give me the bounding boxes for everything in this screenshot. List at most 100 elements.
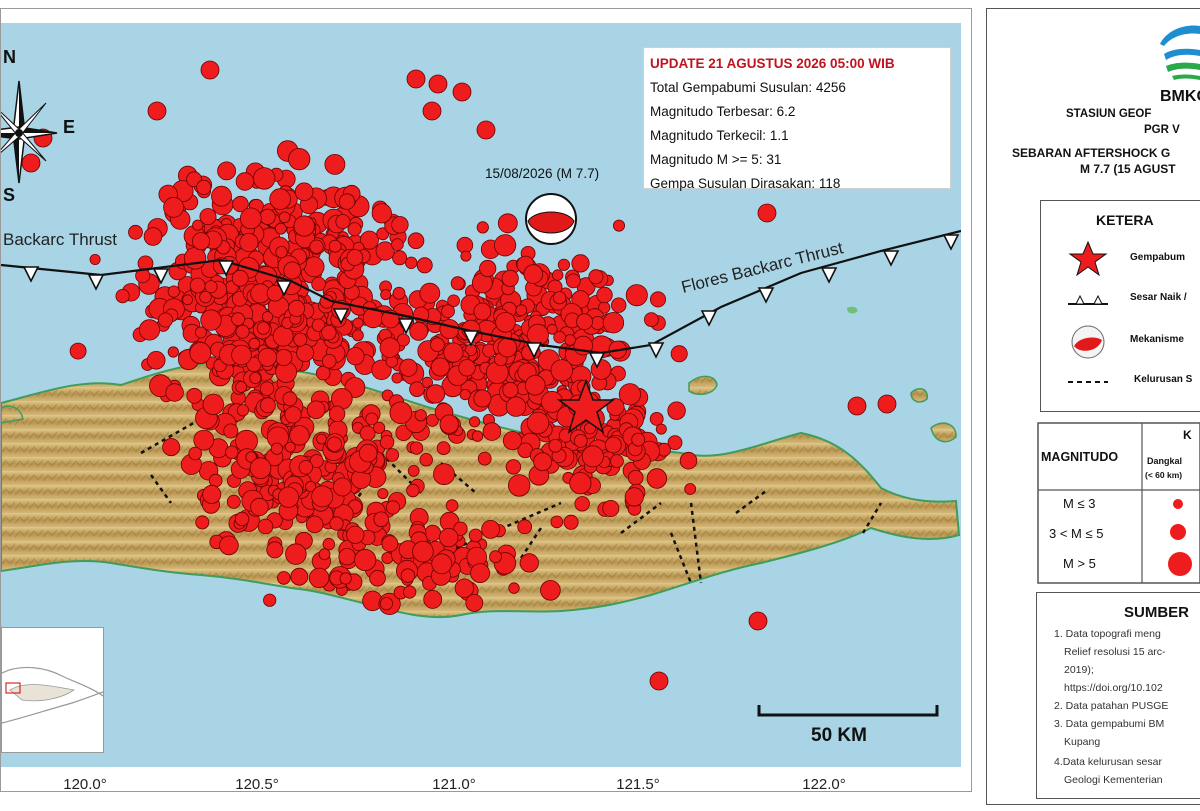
aftershock-dot (610, 454, 624, 469)
aftershock-dot (369, 569, 386, 587)
aftershock-dot (625, 284, 648, 307)
aftershock-dot (235, 172, 255, 191)
aftershock-dot (548, 438, 563, 453)
aftershock-dot (283, 261, 302, 280)
aftershock-dot (183, 247, 207, 270)
aftershock-dot (253, 167, 276, 190)
aftershock-dot (305, 480, 317, 492)
mag-row-3: M > 5 (1063, 556, 1096, 571)
aftershock-dot (372, 421, 386, 434)
scale-bar (757, 705, 939, 717)
aftershock-dot (311, 485, 334, 508)
fault-tooth (275, 280, 293, 297)
aftershock-dot (627, 469, 644, 486)
aftershock-dot (400, 568, 416, 583)
aftershock-dot (311, 318, 326, 332)
aftershock-dot (877, 394, 897, 414)
fault-tooth (332, 308, 350, 325)
aftershock-dot (590, 315, 605, 330)
aftershock-dot (182, 294, 194, 306)
aftershock-dot (321, 353, 337, 369)
aftershock-dot (284, 406, 302, 424)
aftershock-dot (550, 515, 564, 529)
aftershock-dot (670, 345, 688, 363)
aftershock-dot (231, 344, 252, 366)
epicenter-star (556, 378, 616, 434)
focal-mechanism-beachball[interactable] (525, 193, 577, 245)
magnitude-table: MAGNITUDO K Dangkal (< 60 km) M ≤ 3 3 < … (1037, 422, 1200, 584)
aftershock-dot (563, 514, 579, 530)
aftershock-dot (167, 346, 179, 358)
aftershock-dot (315, 365, 331, 381)
aftershock-dot (193, 429, 215, 451)
aftershock-dot (495, 311, 516, 333)
sumber-title: SUMBER (1124, 604, 1190, 621)
fault-tooth (757, 287, 775, 304)
aftershock-dot (468, 528, 483, 543)
aftershock-dot (571, 254, 590, 273)
aftershock-dot (655, 423, 667, 435)
aftershock-dot (195, 515, 210, 530)
aftershock-dot (278, 211, 291, 224)
aftershock-dot (473, 389, 492, 408)
aftershock-dot (565, 273, 581, 289)
sumber-line-7: Kupang (1064, 736, 1101, 748)
aftershock-dot (69, 342, 87, 360)
aftershock-dot (293, 332, 308, 347)
aftershock-dot (196, 179, 212, 195)
aftershock-dot (412, 540, 434, 563)
aftershock-dot (346, 249, 364, 266)
sumber-line-3: 2019); (1064, 664, 1094, 676)
fault-tooth (87, 274, 105, 291)
aftershock-dot (489, 550, 502, 564)
aftershock-dot (339, 572, 352, 585)
update-title: UPDATE 21 AGUSTUS 2026 05:00 WIB (650, 56, 895, 71)
aftershock-dot (439, 414, 459, 434)
aftershock-dot (250, 497, 269, 517)
aftershock-dot (419, 282, 441, 304)
aftershock-dot (288, 148, 311, 171)
sumber-line-8: 4.Data kelurusan sesar (1054, 756, 1162, 768)
aftershock-dot (493, 234, 517, 257)
aftershock-dot (406, 483, 420, 498)
aftershock-dot (550, 359, 574, 382)
fault-tooth (217, 260, 235, 277)
thrust-fault-icon (1068, 294, 1108, 305)
aftershock-dot (407, 464, 420, 477)
aftershock-dot (200, 60, 220, 80)
legend-station-line1: STASIUN GEOF (1066, 108, 1152, 120)
aftershock-dot (470, 563, 491, 583)
aftershock-dot (316, 433, 327, 445)
aftershock-dot (649, 671, 669, 691)
aftershock-dot (202, 484, 222, 504)
aftershock-dot (282, 391, 298, 407)
aftershock-dot (235, 381, 248, 393)
fault-tooth (942, 234, 960, 251)
aftershock-dot (157, 312, 173, 328)
aftershock-dot (322, 537, 336, 551)
aftershock-dot (147, 101, 167, 121)
aftershock-dot (445, 499, 459, 512)
aftershock-dot (380, 289, 392, 301)
red-star-icon (1068, 240, 1108, 277)
aftershock-dot (328, 405, 346, 423)
aftershock-dot (306, 400, 326, 420)
aftershock-dot (414, 409, 427, 422)
legend-title-line2: M 7.7 (15 AGUST (1080, 162, 1176, 176)
aftershock-dot (335, 214, 351, 230)
aftershock-dot (269, 188, 291, 210)
aftershock-dot (405, 256, 418, 270)
aftershock-dot (431, 553, 453, 575)
aftershock-dot (259, 208, 276, 225)
aftershock-dot (257, 347, 277, 367)
aftershock-dot (329, 516, 344, 531)
mag-table-sub1: Dangkal (1147, 456, 1183, 466)
legend-item-mechanism: Mekanisme (1130, 334, 1184, 345)
aftershock-dot (602, 499, 620, 517)
aftershock-dot (189, 277, 206, 294)
legend-item-lineament: Kelurusan S (1134, 374, 1193, 385)
aftershock-dot (557, 258, 571, 271)
aftershock-dot (450, 276, 465, 291)
min-magnitude: Magnitudo Terkecil: 1.1 (650, 128, 789, 143)
aftershock-dot (453, 521, 468, 536)
